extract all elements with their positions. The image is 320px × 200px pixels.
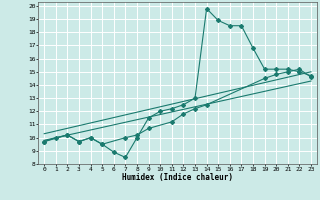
X-axis label: Humidex (Indice chaleur): Humidex (Indice chaleur)	[122, 173, 233, 182]
